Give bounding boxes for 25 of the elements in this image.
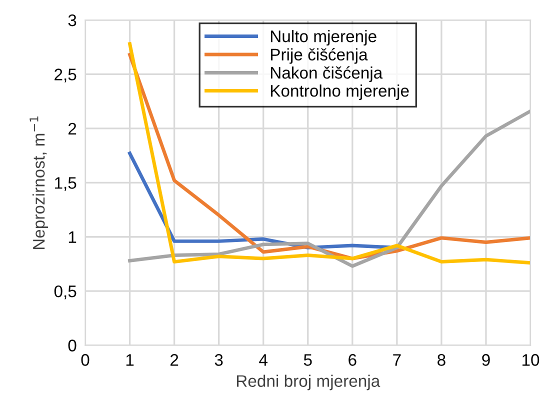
y-tick-label: 1,5 [55, 177, 76, 191]
x-tick-label: 4 [259, 354, 268, 366]
x-tick-label: 1 [126, 354, 134, 366]
x-tick-label: 3 [214, 354, 223, 366]
x-tick-label: 0 [81, 354, 90, 366]
x-tick-label: 10 [522, 354, 540, 366]
y-tick-label: 0,5 [54, 285, 76, 300]
x-tick-label: 7 [393, 354, 401, 366]
x-axis-title: Redni broj mjerenja [236, 374, 380, 390]
y-tick-label: 3 [68, 14, 76, 26]
legend-label: Kontrolno mjerenje [270, 84, 409, 100]
x-tick-label: 8 [438, 354, 446, 366]
legend-label: Nakon čišćenja [270, 66, 383, 82]
x-tick-label: 5 [304, 354, 312, 366]
y-axis-title: Neprozirnost, m$^{−1}$ [30, 116, 48, 250]
x-tick-label: 9 [482, 354, 490, 366]
y-tick-label: 2 [68, 122, 76, 134]
line-series [128, 109, 531, 268]
legend-label: Nulto mjerenje [270, 30, 376, 46]
legend-label: Prije čišćenja [270, 48, 368, 64]
y-tick-label: 0 [68, 340, 76, 352]
y-tick-label: 2,5 [54, 68, 76, 82]
x-tick-label: 2 [170, 354, 178, 366]
x-tick-label: 6 [348, 354, 356, 366]
y-tick-label: 1 [68, 231, 76, 243]
